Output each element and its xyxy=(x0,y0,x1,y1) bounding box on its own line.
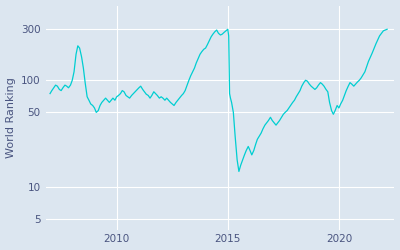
Y-axis label: World Ranking: World Ranking xyxy=(6,77,16,158)
